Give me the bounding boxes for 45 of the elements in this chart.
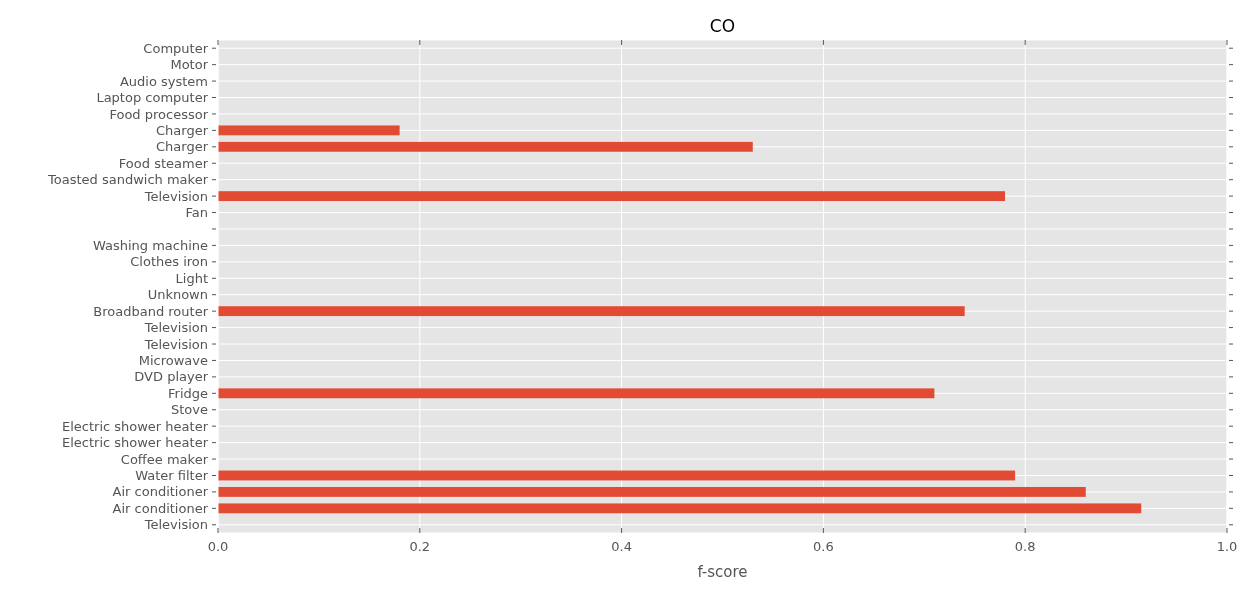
y-tick-label: Fan bbox=[185, 205, 208, 221]
y-tick-label: Computer bbox=[143, 40, 209, 56]
y-tick-label: Electric shower heater bbox=[61, 435, 209, 451]
x-tick-label: 0.8 bbox=[1014, 539, 1036, 554]
y-tick-label: Television bbox=[143, 320, 208, 336]
y-tick-label: Motor bbox=[170, 57, 209, 73]
y-tick-label: Air conditioner bbox=[112, 500, 209, 516]
chart-title: CO bbox=[709, 16, 736, 36]
x-tick-label: 0.0 bbox=[207, 539, 229, 554]
y-tick-label: Stove bbox=[171, 402, 208, 418]
y-tick-label: Water filter bbox=[135, 468, 209, 484]
y-tick-label: Unknown bbox=[147, 287, 208, 303]
bar bbox=[218, 141, 753, 152]
y-tick-label: Charger bbox=[156, 139, 209, 155]
x-tick-label: 0.4 bbox=[611, 539, 632, 554]
bar bbox=[218, 125, 400, 136]
y-tick-label: Electric shower heater bbox=[61, 418, 209, 434]
y-tick-label: Food processor bbox=[109, 106, 209, 122]
x-axis-title: f-score bbox=[697, 563, 748, 581]
y-tick-label: Television bbox=[143, 188, 208, 204]
x-tick-label: 1.0 bbox=[1216, 539, 1238, 554]
y-tick-label: Food steamer bbox=[118, 155, 209, 171]
bar bbox=[218, 486, 1086, 497]
bar bbox=[218, 388, 935, 399]
y-tick-label: Laptop computer bbox=[96, 90, 209, 106]
y-tick-label: Toasted sandwich maker bbox=[47, 172, 209, 188]
bar bbox=[218, 470, 1016, 481]
y-tick-label: Television bbox=[143, 517, 208, 533]
y-tick-label: Fridge bbox=[168, 385, 208, 401]
x-tick-label: 0.6 bbox=[813, 539, 834, 554]
y-tick-label: Broadband router bbox=[93, 303, 209, 319]
y-tick-label: Television bbox=[143, 336, 208, 352]
y-tick-label: DVD player bbox=[134, 369, 209, 385]
y-tick-label: Microwave bbox=[138, 353, 208, 368]
y-tick-label: Coffee maker bbox=[120, 451, 209, 467]
y-tick-label: Charger bbox=[156, 122, 209, 138]
bar bbox=[218, 191, 1006, 202]
y-tick-label: Light bbox=[175, 270, 208, 286]
bar bbox=[218, 503, 1142, 514]
y-tick-label: Audio system bbox=[119, 73, 208, 89]
y-tick-label: Clothes iron bbox=[130, 254, 208, 270]
y-tick-label: Washing machine bbox=[92, 237, 208, 253]
y-tick-label: Air conditioner bbox=[112, 484, 209, 500]
bar bbox=[218, 306, 965, 317]
x-tick-label: 0.2 bbox=[409, 539, 431, 554]
